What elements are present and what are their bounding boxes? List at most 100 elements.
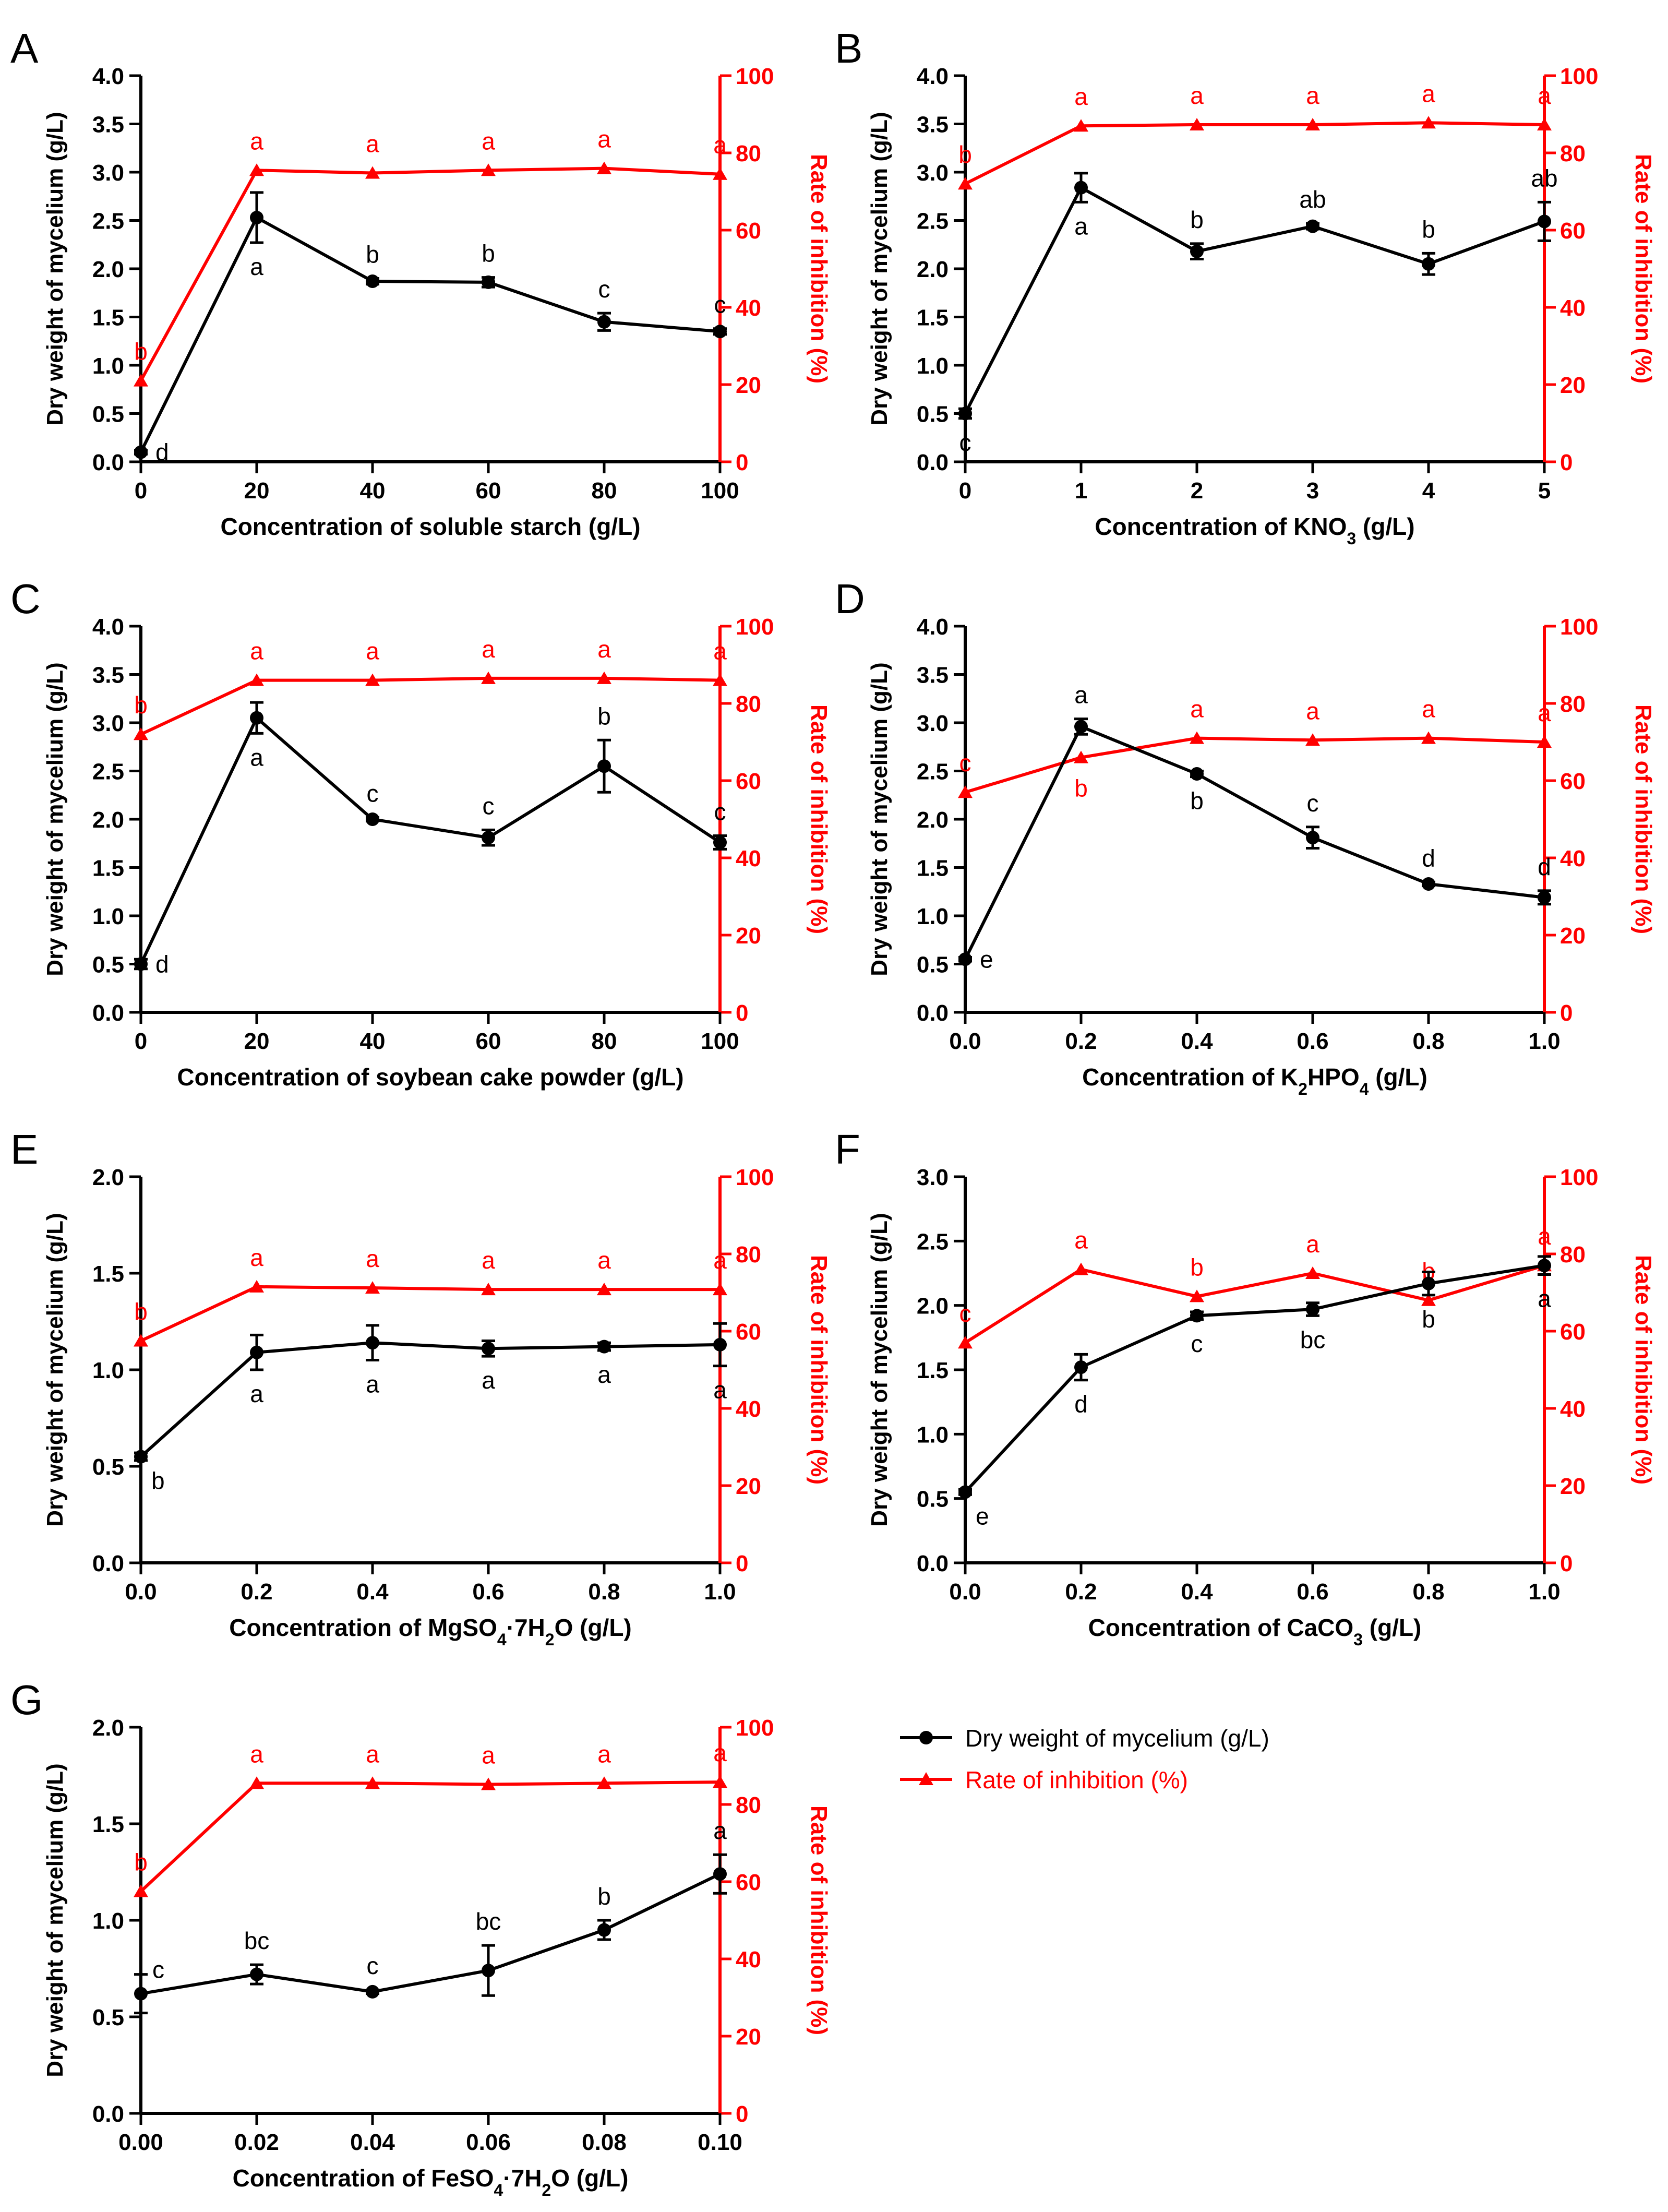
dry-weight-point	[366, 274, 379, 289]
dry-weight-significance-letter: ab	[1531, 164, 1557, 192]
left-y-tick-label: 1.5	[917, 1358, 949, 1383]
inhibition-point	[1305, 117, 1320, 130]
inhibition-line	[964, 121, 1545, 185]
dry-weight-significance-letter: a	[713, 1817, 727, 1844]
inhibition-significance-letter: a	[1190, 82, 1204, 109]
dry-weight-point	[134, 1450, 148, 1464]
left-y-tick-label: 4.0	[92, 614, 124, 640]
x-tick-label: 0.08	[582, 2130, 627, 2155]
left-y-tick-label: 3.0	[917, 160, 949, 186]
right-y-tick-label: 20	[736, 373, 761, 398]
dry-weight-significance-letter: bc	[1300, 1326, 1326, 1353]
dry-weight-significance-letter: a	[482, 1367, 495, 1394]
left-y-axis-label: Dry weight of mycelium (g/L)	[42, 1213, 68, 1526]
dry-weight-point	[366, 1336, 379, 1350]
dry-weight-point	[597, 315, 611, 329]
left-y-tick-label: 3.5	[92, 112, 124, 138]
inhibition-significance-letter: a	[250, 638, 263, 665]
dry-weight-point	[482, 1342, 495, 1356]
inhibition-point	[365, 166, 380, 179]
x-tick-label: 0.6	[1297, 1029, 1328, 1054]
inhibition-point	[1421, 116, 1436, 129]
right-y-tick-label: 100	[736, 1715, 774, 1741]
right-y-tick-label: 0	[1560, 1551, 1573, 1576]
left-y-tick-label: 3.0	[92, 160, 124, 186]
right-y-axis-label: Rate of inhibition (%)	[806, 1806, 832, 2035]
x-tick-label: 3	[1306, 478, 1319, 504]
inhibition-point	[713, 1283, 727, 1296]
dry-weight-significance-letter: e	[980, 946, 993, 973]
left-y-axis-label: Dry weight of mycelium (g/L)	[42, 1763, 68, 2077]
inhibition-point	[1421, 1293, 1436, 1306]
left-y-tick-label: 1.5	[92, 305, 124, 331]
left-y-tick-label: 0.0	[917, 1000, 949, 1026]
right-y-tick-label: 0	[736, 1551, 748, 1576]
dry-weight-point	[1190, 1309, 1204, 1323]
chart-panel-a: A 0.0 0.5 1.0 1.5 2.0 2.5 3.0 3.5 4.0 0 20 40 60 80 100…	[10, 25, 832, 540]
dry-weight-point	[1538, 1259, 1551, 1273]
inhibition-significance-letter: a	[366, 130, 379, 157]
left-y-tick-label: 2.0	[92, 1715, 124, 1741]
dry-weight-significance-letter: b	[1190, 206, 1204, 233]
dry-weight-significance-letter: b	[1190, 787, 1204, 815]
x-tick-label: 0.8	[1412, 1029, 1444, 1054]
inhibition-point	[249, 163, 264, 176]
dry-weight-significance-letter: a	[713, 1377, 727, 1404]
inhibition-point	[1190, 1289, 1204, 1302]
dry-weight-significance-letter: d	[1422, 844, 1435, 871]
left-y-tick-label: 4.0	[917, 614, 949, 640]
left-y-tick-label: 1.0	[92, 1908, 124, 1934]
panel-label: E	[10, 1126, 38, 1173]
left-y-tick-label: 0.0	[917, 450, 949, 475]
right-y-tick-label: 60	[736, 218, 761, 244]
left-y-axis-label: Dry weight of mycelium (g/L)	[867, 112, 892, 425]
inhibition-significance-letter: a	[597, 636, 611, 663]
x-axis-label: Concentration of K2HPO4 (g/L)	[1082, 1063, 1427, 1098]
dry-weight-point	[482, 1964, 495, 1978]
inhibition-point	[134, 1884, 148, 1897]
left-y-tick-label: 1.0	[92, 353, 124, 379]
x-axis-label: Concentration of soluble starch (g/L)	[220, 513, 640, 540]
dry-weight-point	[1190, 244, 1204, 258]
dry-weight-line	[964, 1264, 1545, 1493]
left-y-tick-label: 0.0	[92, 450, 124, 475]
right-y-tick-label: 80	[1560, 691, 1586, 717]
inhibition-point	[1537, 735, 1552, 748]
right-y-tick-label: 0	[736, 1000, 748, 1026]
x-axis-label: Concentration of soybean cake powder (g/…	[177, 1063, 683, 1091]
legend-label-inhibition: Rate of inhibition (%)	[965, 1766, 1188, 1793]
dry-weight-significance-letter: bc	[244, 1927, 270, 1954]
left-y-tick-label: 1.5	[917, 856, 949, 881]
legend-label-dry-weight: Dry weight of mycelium (g/L)	[965, 1725, 1269, 1752]
inhibition-significance-letter: a	[482, 636, 495, 663]
dry-weight-point	[482, 831, 495, 845]
x-axis-label: Concentration of FeSO4·7H2O (g/L)	[233, 2165, 629, 2199]
x-tick-label: 0.0	[949, 1579, 981, 1605]
dry-weight-point	[958, 952, 972, 966]
right-y-tick-label: 20	[736, 1474, 761, 1499]
left-y-tick-label: 1.5	[92, 1812, 124, 1837]
dry-weight-significance-letter: b	[482, 240, 495, 267]
dry-weight-point	[958, 406, 972, 421]
x-tick-label: 0.6	[472, 1579, 504, 1605]
right-y-tick-label: 100	[1560, 614, 1598, 640]
right-y-tick-label: 40	[1560, 295, 1586, 321]
right-y-tick-label: 60	[1560, 218, 1586, 244]
dry-weight-point	[134, 957, 148, 971]
inhibition-significance-letter: a	[1074, 1227, 1088, 1254]
inhibition-significance-letter: a	[482, 127, 495, 154]
panel-label: D	[835, 576, 865, 622]
inhibition-significance-letter: a	[713, 1739, 727, 1766]
inhibition-point	[1190, 731, 1204, 744]
left-y-axis-label: Dry weight of mycelium (g/L)	[867, 662, 892, 976]
left-y-tick-label: 1.5	[92, 1261, 124, 1287]
inhibition-significance-letter: a	[366, 1740, 379, 1767]
right-y-tick-label: 20	[1560, 1474, 1586, 1499]
x-tick-label: 0.0	[949, 1029, 981, 1054]
inhibition-significance-letter: a	[250, 1244, 263, 1271]
x-tick-label: 0	[135, 478, 147, 504]
inhibition-point	[597, 671, 611, 684]
inhibition-significance-letter: a	[1190, 696, 1204, 723]
x-tick-label: 100	[701, 478, 739, 504]
